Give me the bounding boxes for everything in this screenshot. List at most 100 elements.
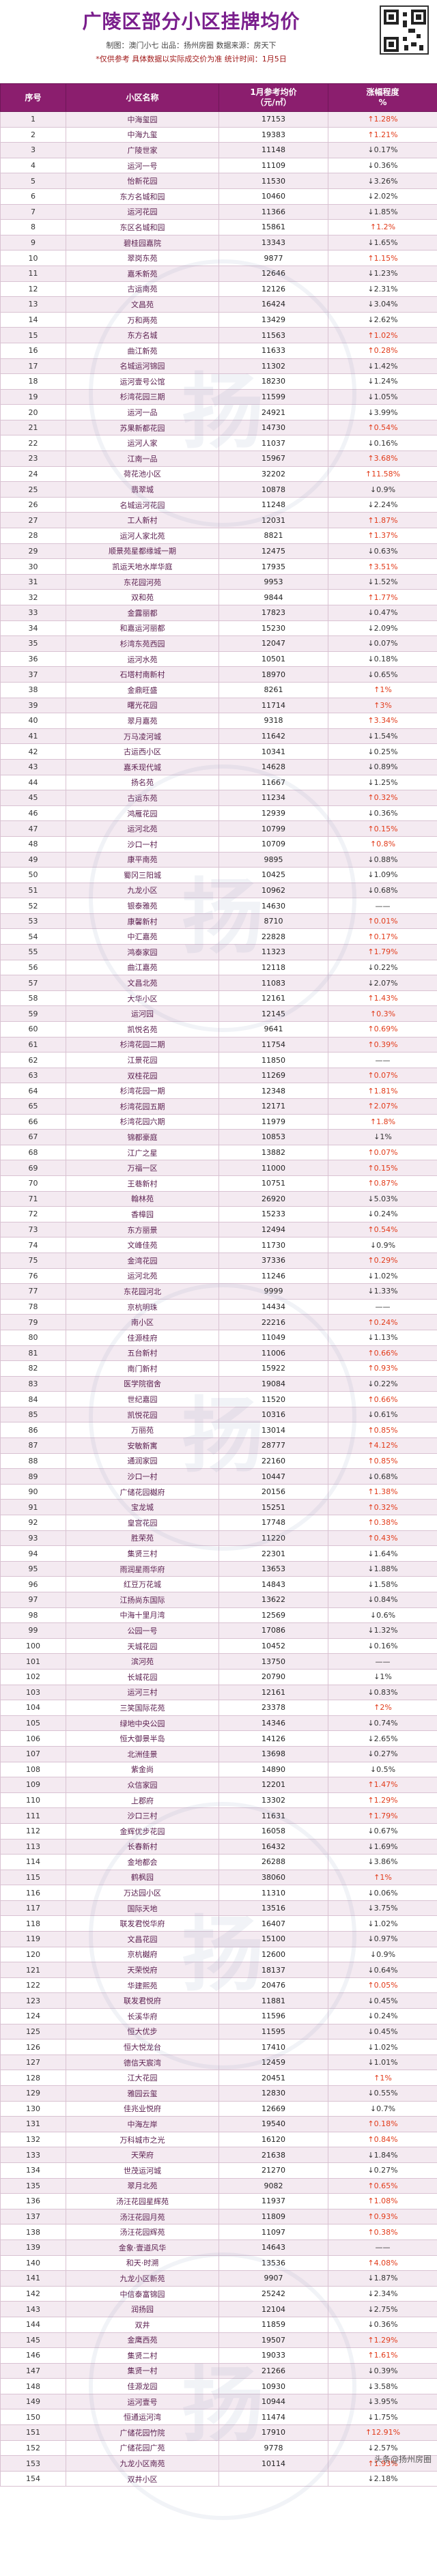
table-row: 52 银泰雅苑 14630 ——: [0, 898, 437, 914]
row-price: 38060: [218, 1869, 328, 1886]
table-row: 28 运河人家北苑 8821 ↑1.37%: [0, 528, 437, 544]
row-index: 13: [0, 296, 66, 313]
row-price: 15922: [218, 1360, 328, 1377]
row-name: 三笑国际花苑: [66, 1700, 219, 1716]
row-index: 23: [0, 450, 66, 467]
row-name: 众信家园: [66, 1777, 219, 1793]
row-price: 14630: [218, 898, 328, 914]
row-price: 11859: [218, 2316, 328, 2333]
row-change: ↓3.99%: [328, 404, 437, 420]
row-index: 108: [0, 1761, 66, 1778]
row-index: 136: [0, 2193, 66, 2209]
table-row: 41 万马凌河城 11642 ↓1.54%: [0, 728, 437, 745]
row-change: ↓1.65%: [328, 234, 437, 251]
row-change: ↑0.05%: [328, 1977, 437, 1994]
row-change: ↑1.28%: [328, 111, 437, 128]
row-change: ↑0.93%: [328, 2208, 437, 2225]
row-price: 37336: [218, 1252, 328, 1269]
row-index: 5: [0, 173, 66, 189]
row-index: 12: [0, 281, 66, 298]
row-price: 15100: [218, 1931, 328, 1947]
row-price: 10460: [218, 188, 328, 205]
row-price: 11148: [218, 142, 328, 158]
row-name: 南门新村: [66, 1360, 219, 1377]
row-name: 沙口三村: [66, 1807, 219, 1824]
row-name: 世纪嘉园: [66, 1391, 219, 1407]
row-name: 通润家园: [66, 1452, 219, 1470]
row-change: ↓0.64%: [328, 1962, 437, 1978]
row-price: 20156: [218, 1483, 328, 1500]
row-change: ↑11.58%: [328, 466, 437, 483]
table-row: 138 汤汪花园辉苑 11097 ↑0.38%: [0, 2224, 437, 2240]
row-price: 12031: [218, 512, 328, 529]
table-row: 81 五台新村 11006 ↑0.66%: [0, 1345, 437, 1362]
row-price: 11049: [218, 1329, 328, 1346]
row-change: ↓1.84%: [328, 2147, 437, 2163]
row-price: 11754: [218, 1036, 328, 1053]
row-change: ↑1.81%: [328, 1083, 437, 1099]
row-index: 34: [0, 620, 66, 637]
row-change: ↓1.88%: [328, 1560, 437, 1577]
row-name: 和天·时溯: [66, 2255, 219, 2272]
row-price: 9318: [218, 713, 328, 729]
table-row: 42 古运西小区 10341 ↓0.25%: [0, 743, 437, 760]
column-header-change: 涨幅程度 %: [328, 83, 437, 112]
row-price: 10751: [218, 1175, 328, 1192]
table-row: 50 蜀冈三阳城 10425 ↓1.09%: [0, 867, 437, 883]
row-index: 133: [0, 2147, 66, 2163]
row-change: ↓0.67%: [328, 1822, 437, 1840]
row-price: 12348: [218, 1083, 328, 1099]
row-change: ↑0.8%: [328, 835, 437, 853]
row-index: 88: [0, 1452, 66, 1470]
table-row: 43 嘉禾现代城 14628 ↓0.89%: [0, 758, 437, 775]
table-row: 131 中海左岸 19540 ↑0.18%: [0, 2116, 437, 2132]
row-change: ↑0.69%: [328, 1021, 437, 1037]
table-row: 6 东方名城和园 10460 ↓2.02%: [0, 188, 437, 205]
row-index: 69: [0, 1160, 66, 1176]
row-index: 96: [0, 1576, 66, 1592]
row-name: 杉湾花园五期: [66, 1098, 219, 1115]
table-row: 137 汤汪花园月苑 11809 ↑0.93%: [0, 2208, 437, 2225]
row-name: 顺景苑星都缘城一期: [66, 543, 219, 560]
row-price: 11220: [218, 1530, 328, 1547]
row-index: 3: [0, 142, 66, 158]
row-change: ↑1.79%: [328, 1807, 437, 1824]
row-price: 11269: [218, 1067, 328, 1084]
row-name: 中海左岸: [66, 2116, 219, 2132]
row-name: 中海玺园: [66, 111, 219, 128]
table-row: 119 文昌花园 15100 ↓0.97%: [0, 1931, 437, 1947]
row-change: ↓1.69%: [328, 1838, 437, 1855]
row-name: 东花园河苑: [66, 573, 219, 590]
row-name: 金地都会: [66, 1854, 219, 1870]
row-name: 胜荣苑: [66, 1530, 219, 1547]
row-index: 36: [0, 650, 66, 668]
row-index: 117: [0, 1900, 66, 1917]
row-name: 嘉禾新苑: [66, 265, 219, 282]
table-row: 139 金象·壹道风华 14643 ——: [0, 2239, 437, 2256]
table-row: 55 鸿泰家园 11323 ↑1.79%: [0, 944, 437, 960]
table-row: 74 文峰佳苑 11730 ↓0.9%: [0, 1237, 437, 1253]
row-index: 38: [0, 681, 66, 698]
table-row: 58 大华小区 12161 ↑1.43%: [0, 990, 437, 1007]
row-name: 上郡府: [66, 1792, 219, 1809]
row-index: 15: [0, 327, 66, 343]
row-price: [218, 2470, 328, 2487]
row-name: 集贤二村: [66, 2347, 219, 2364]
row-change: ↓2.09%: [328, 620, 437, 637]
row-name: 运河北苑: [66, 820, 219, 837]
row-change: ↑1%: [328, 2070, 437, 2086]
row-change: ↑0.15%: [328, 820, 437, 837]
row-name: 万科城市之光: [66, 2131, 219, 2148]
row-index: 127: [0, 2054, 66, 2071]
qr-code-icon: [380, 5, 429, 55]
table-row: 78 京杭明珠 14434 ——: [0, 1298, 437, 1315]
table-row: 60 凯悦名苑 9641 ↑0.69%: [0, 1021, 437, 1037]
table-row: 39 曙光花园 11714 ↑3%: [0, 697, 437, 714]
row-name: 京杭明珠: [66, 1298, 219, 1315]
row-name: 双和苑: [66, 589, 219, 605]
row-index: 60: [0, 1021, 66, 1037]
row-price: 10853: [218, 1129, 328, 1145]
row-name: 古运东苑: [66, 790, 219, 806]
table-row: 153 九龙小区南苑 10114 ↑1.93%: [0, 2455, 437, 2472]
table-row: 151 广储花园竹院 17910 ↑12.91%: [0, 2424, 437, 2441]
